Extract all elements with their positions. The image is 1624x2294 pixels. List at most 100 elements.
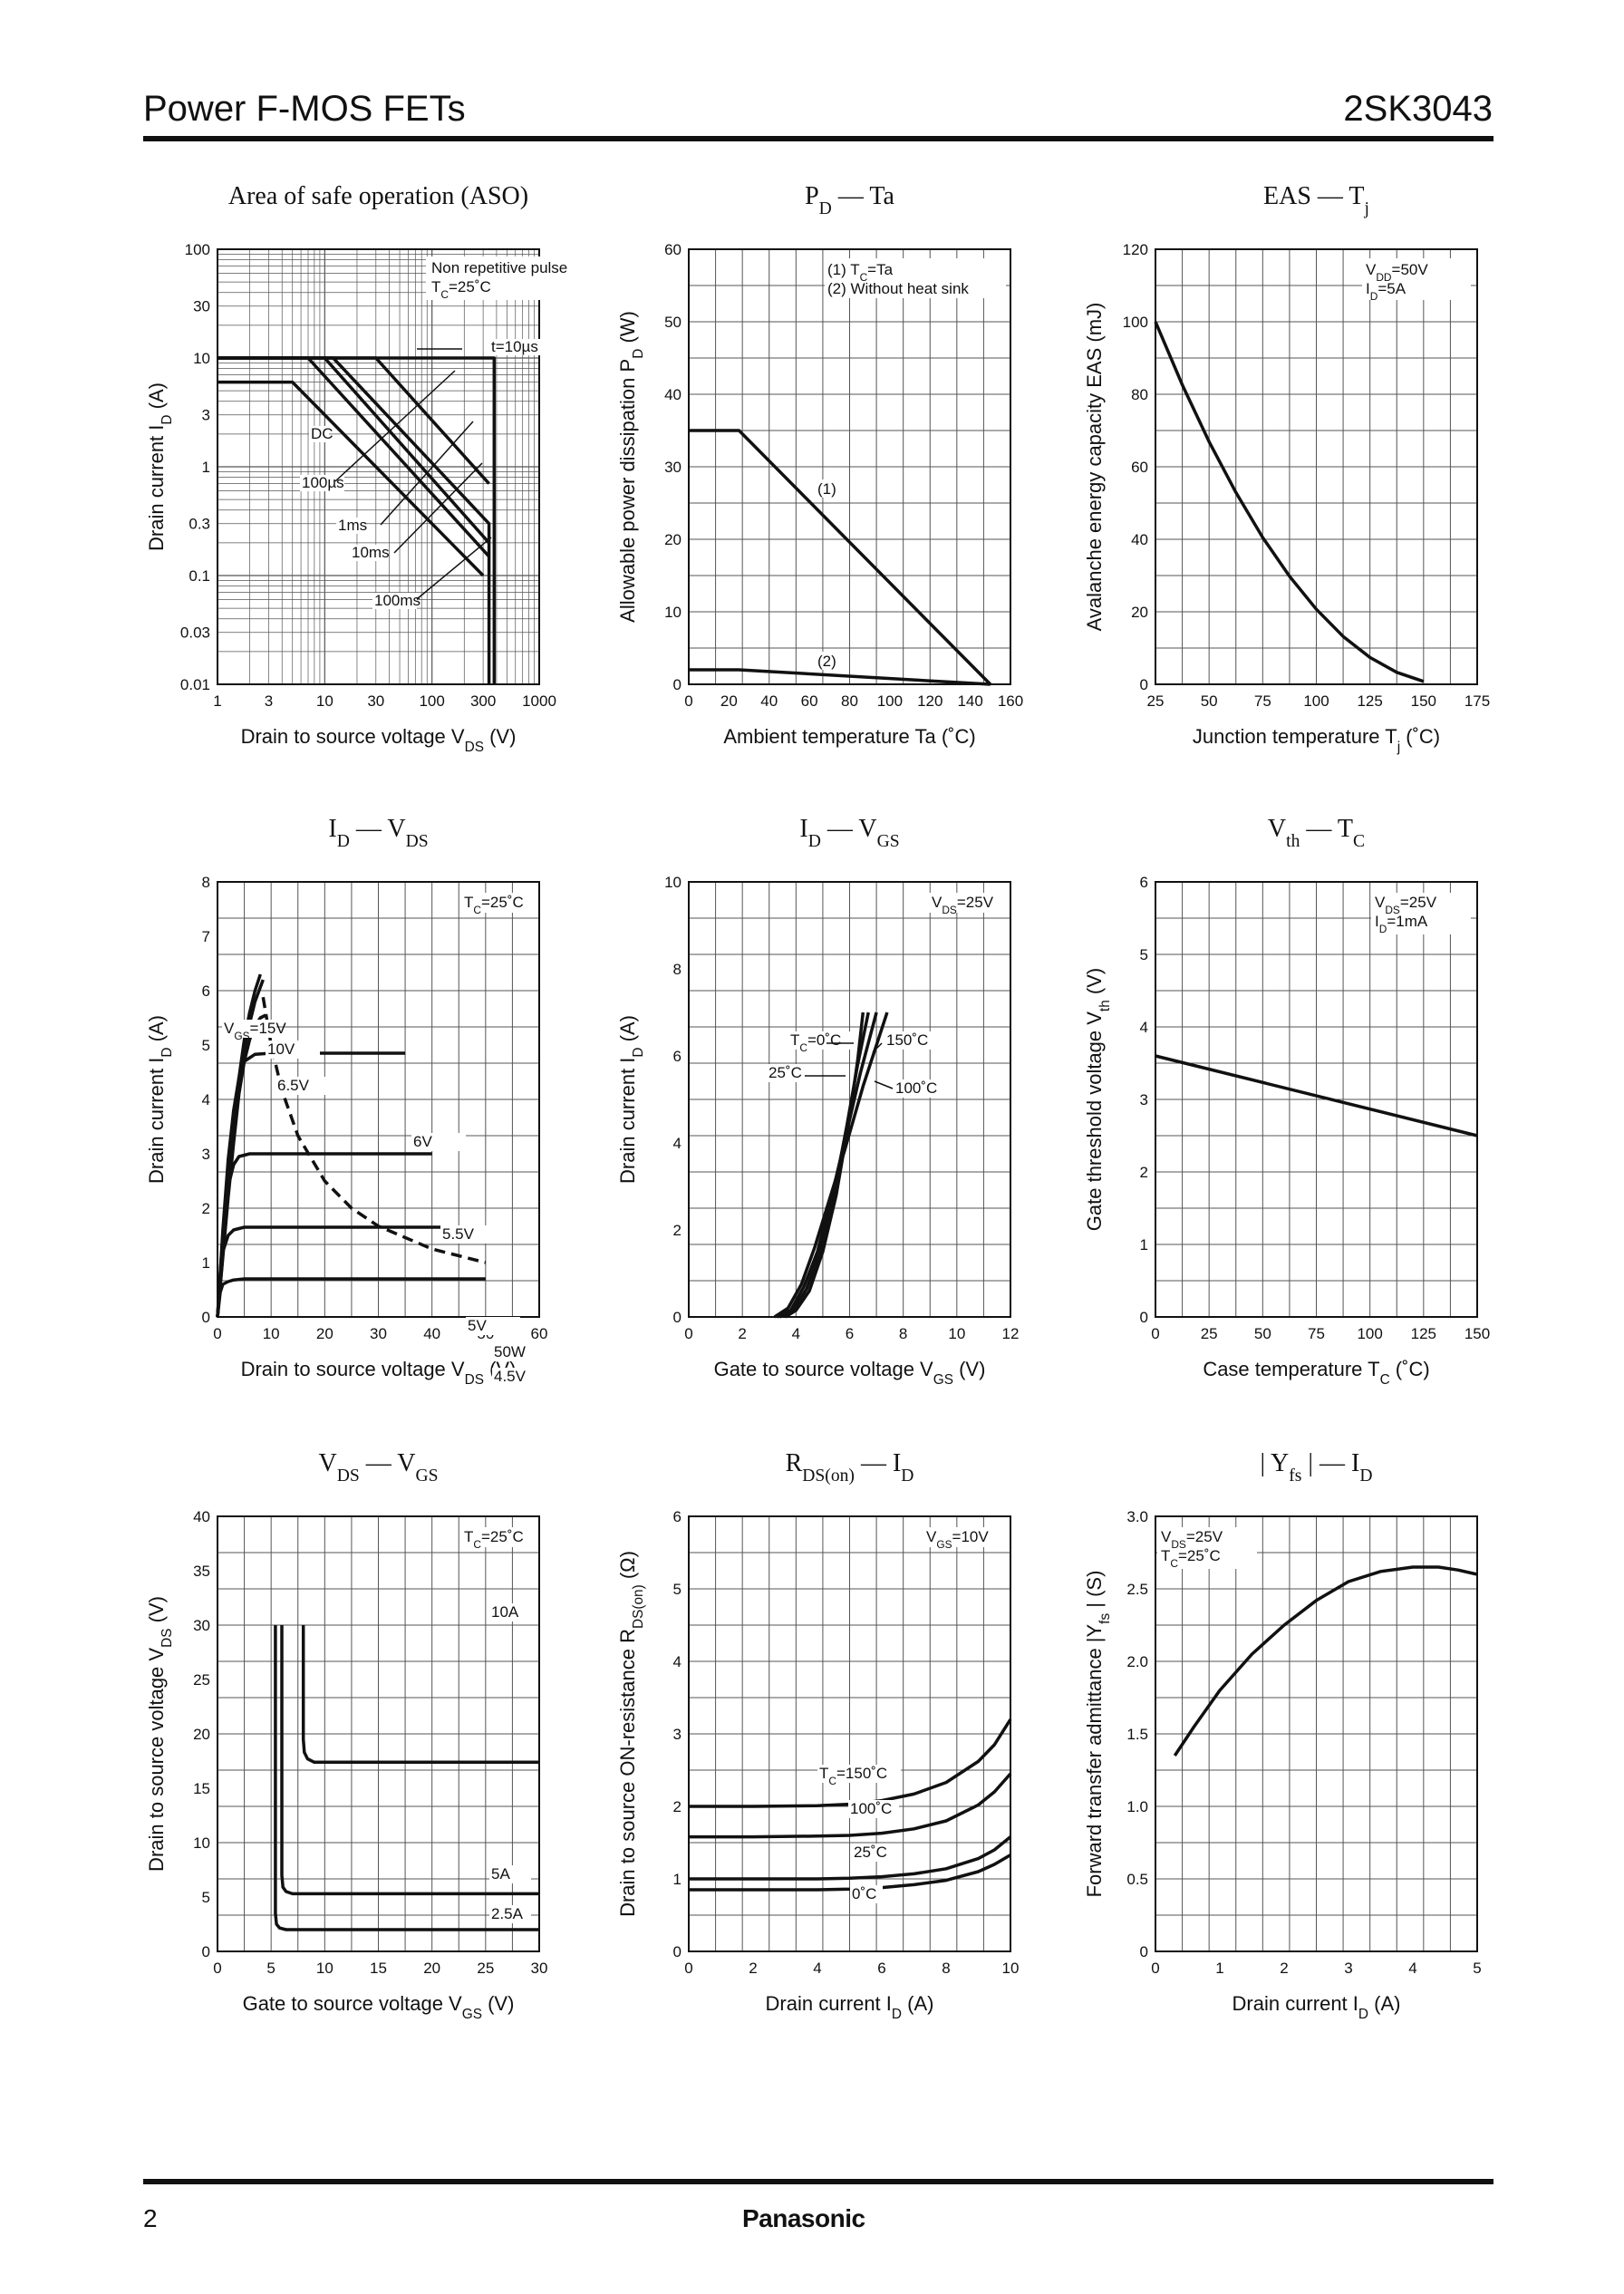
- legend-box: [426, 257, 540, 300]
- label-bg: [466, 1317, 520, 1335]
- plot-frame: [1155, 881, 1478, 1318]
- x-tick-label: 6: [846, 1325, 854, 1342]
- x-tick-label: 8: [899, 1325, 907, 1342]
- x-tick-label: 140: [957, 692, 982, 710]
- series-line: [689, 668, 991, 686]
- x-tick-label: 300: [470, 692, 496, 710]
- x-tick-label: 10: [1002, 1960, 1020, 1977]
- x-tick-label: 100: [1357, 1325, 1382, 1342]
- label-bg: [489, 1603, 531, 1621]
- legend-box: [1371, 893, 1471, 934]
- chart-rds-id: 0 2 4 6 8 10 0 1 2 3 4 5 6 RDS(on) — ID Drain current …: [616, 1449, 1020, 2022]
- x-tick-label: 0: [1151, 1960, 1159, 1977]
- plot-frame: [1155, 1515, 1478, 1952]
- y-tick-label: 8: [202, 874, 210, 891]
- label-bg: [816, 652, 845, 670]
- y-tick-label: 5: [202, 1889, 210, 1906]
- y-tick-label: 10: [193, 1834, 210, 1852]
- y-tick-label: 1: [1140, 1236, 1148, 1253]
- y-tick-label: 0.03: [180, 624, 210, 642]
- x-tick-label: 4: [813, 1960, 821, 1977]
- y-tick-label: 30: [193, 1617, 210, 1634]
- condition-label: VDD=50V: [1366, 261, 1428, 284]
- label-bg: [222, 1020, 276, 1038]
- label-bg: [852, 1844, 894, 1862]
- y-tick-label: 3.0: [1126, 1508, 1148, 1525]
- x-tick-label: 0: [684, 692, 692, 710]
- x-tick-label: 100: [877, 692, 903, 710]
- x-tick-label: 8: [942, 1960, 950, 1977]
- x-tick-label: 30: [370, 1325, 387, 1342]
- y-tick-label: 0: [1140, 676, 1148, 693]
- y-tick-label: 1: [202, 459, 210, 476]
- header-rule: [143, 136, 1494, 141]
- y-axis-label: Avalanche energy capacity EAS (mJ): [1083, 303, 1106, 632]
- series-label: (1): [817, 480, 836, 498]
- label-leader: [874, 1080, 894, 1089]
- y-tick-label: 20: [1131, 604, 1148, 621]
- label-bg: [850, 1885, 883, 1903]
- series-label: (2): [817, 653, 836, 670]
- x-tick-label: 12: [1002, 1325, 1020, 1342]
- y-axis-label: Gate threshold voltage Vth (V): [1083, 968, 1113, 1231]
- x-tick-label: 30: [367, 692, 384, 710]
- plot-frame: [1155, 248, 1478, 685]
- y-tick-label: 3: [202, 407, 210, 424]
- chart-vth-tc: 0 25 50 75 100 125 150 0 1 2 3 4 5 6 Vth — TC Case temp…: [1083, 815, 1490, 1388]
- label-bg: [276, 1077, 330, 1095]
- x-tick-label: 75: [1308, 1325, 1325, 1342]
- label-bg: [816, 479, 845, 498]
- y-tick-label: 100: [185, 241, 210, 258]
- series-line: [778, 1011, 870, 1319]
- legend-box: [825, 258, 1006, 298]
- y-tick-label: 2: [673, 1798, 682, 1815]
- y-tick-label: 100: [1123, 314, 1148, 331]
- label-bg: [492, 1368, 546, 1386]
- legend-box: [923, 1527, 1008, 1547]
- series-label: VGS=15V: [224, 1020, 286, 1042]
- y-tick-label: 10: [664, 874, 682, 891]
- x-tick-label: 125: [1411, 1325, 1436, 1342]
- legend-box: [460, 1527, 536, 1547]
- chart-title: VDS — VGS: [318, 1449, 438, 1486]
- series-label: 5A: [491, 1865, 510, 1883]
- x-tick-label: 2: [738, 1325, 746, 1342]
- x-tick-label: 60: [801, 692, 818, 710]
- x-tick-label: 4: [792, 1325, 800, 1342]
- chart-title: ID — VGS: [799, 815, 899, 851]
- y-tick-label: 8: [673, 961, 682, 978]
- x-tick-label: 125: [1357, 692, 1382, 710]
- x-axis-label: Drain current ID (A): [1232, 1992, 1401, 2022]
- series-line: [280, 1625, 539, 1896]
- chart-title: PD — Ta: [805, 182, 894, 218]
- series-line: [274, 1625, 539, 1931]
- brand-logo: Panasonic: [742, 2204, 865, 2232]
- y-tick-label: 60: [1131, 459, 1148, 476]
- x-tick-label: 60: [531, 1325, 548, 1342]
- series-label: 50W: [494, 1343, 526, 1360]
- x-tick-label: 0: [684, 1325, 692, 1342]
- y-axis-label: Drain to source ON-resistance RDS(on) (Ω…: [616, 1551, 646, 1917]
- footer-rule: [143, 2179, 1494, 2184]
- x-tick-label: 25: [1201, 1325, 1218, 1342]
- series-label: 10A: [491, 1603, 519, 1621]
- series-label: 100˚C: [850, 1800, 892, 1817]
- label-leader: [380, 421, 474, 526]
- y-tick-label: 0: [202, 1943, 210, 1960]
- series-label: TC=0˚C: [790, 1031, 841, 1054]
- x-tick-label: 10: [316, 1960, 334, 1977]
- series-line: [773, 1011, 889, 1319]
- label-bg: [300, 475, 344, 491]
- label-bg: [440, 1225, 495, 1244]
- series-line: [1173, 1565, 1478, 1757]
- x-tick-label: 1000: [522, 692, 556, 710]
- y-tick-label: 15: [193, 1780, 210, 1797]
- condition-label: TC=25˚C: [431, 278, 491, 301]
- x-tick-label: 100: [419, 692, 444, 710]
- y-tick-label: 4: [1140, 1019, 1148, 1036]
- x-tick-label: 50: [1201, 692, 1218, 710]
- series-label: TC=150˚C: [819, 1765, 887, 1787]
- plot-frame: [688, 881, 1011, 1318]
- y-tick-label: 2: [1140, 1164, 1148, 1181]
- y-tick-label: 0: [673, 1309, 682, 1326]
